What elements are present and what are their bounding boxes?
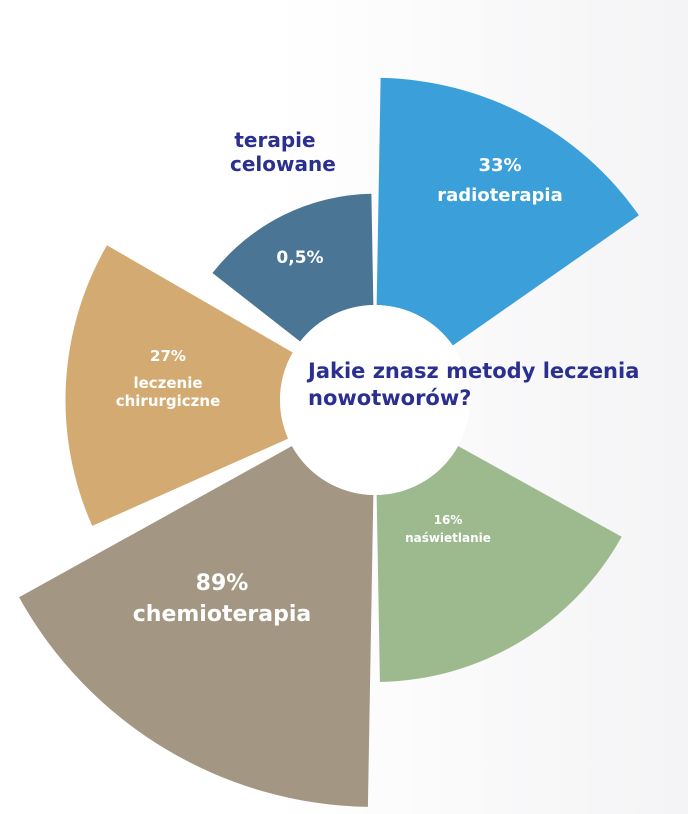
- value-label: 16%: [433, 512, 463, 527]
- category-label: terapie celowane: [230, 128, 336, 176]
- sector: [212, 193, 374, 342]
- value-label: 27%: [150, 347, 186, 365]
- value-label: 89%: [195, 570, 249, 596]
- category-label: leczenie chirurgiczne: [115, 374, 221, 410]
- sector: [376, 77, 639, 346]
- sector: [376, 446, 622, 682]
- value-label: 33%: [478, 155, 522, 177]
- chart-title: Jakie znasz metody leczenia nowotworów?: [308, 359, 640, 411]
- center-hole: [280, 305, 470, 495]
- category-label: chemioterapia: [132, 601, 312, 627]
- value-label: 0,5%: [276, 247, 324, 268]
- sector: [65, 245, 293, 526]
- category-label: naświetlanie: [405, 530, 491, 545]
- category-label: radioterapia: [437, 185, 563, 207]
- sector: [19, 446, 374, 807]
